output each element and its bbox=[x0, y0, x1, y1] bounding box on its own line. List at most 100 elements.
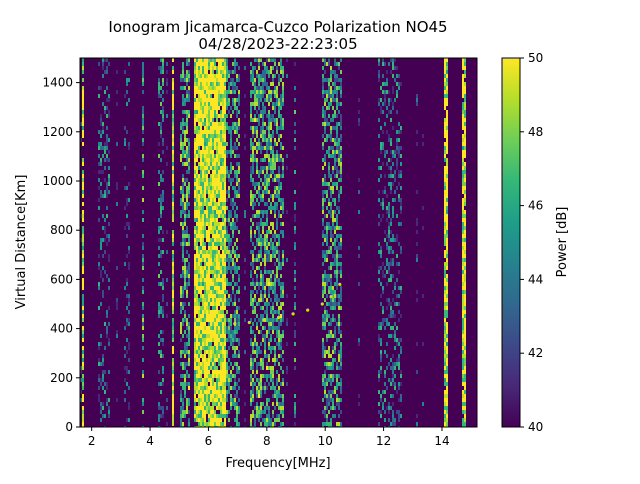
heatmap-cell bbox=[198, 310, 200, 314]
heatmap-cell bbox=[260, 414, 262, 418]
heatmap-cell bbox=[222, 130, 224, 134]
heatmap-cell bbox=[380, 98, 382, 102]
heatmap-cell bbox=[212, 282, 214, 286]
heatmap-cell bbox=[102, 402, 104, 406]
heatmap-cell bbox=[224, 250, 226, 254]
heatmap-cell bbox=[226, 278, 228, 282]
heatmap-cell bbox=[198, 94, 200, 98]
heatmap-cell bbox=[98, 94, 100, 98]
heatmap-cell bbox=[416, 342, 418, 346]
heatmap-cell bbox=[82, 306, 84, 310]
heatmap-cell bbox=[228, 86, 230, 90]
heatmap-cell bbox=[220, 206, 222, 210]
heatmap-cell bbox=[142, 158, 144, 162]
heatmap-cell bbox=[188, 242, 190, 246]
heatmap-cell bbox=[124, 94, 126, 98]
heatmap-cell bbox=[196, 306, 198, 310]
heatmap-cell bbox=[224, 334, 226, 338]
heatmap-cell bbox=[220, 122, 222, 126]
heatmap-cell bbox=[326, 106, 328, 110]
heatmap-cell bbox=[384, 274, 386, 278]
heatmap-cell bbox=[82, 398, 84, 402]
heatmap-cell bbox=[274, 186, 276, 190]
heatmap-cell bbox=[206, 58, 208, 62]
heatmap-cell bbox=[340, 122, 342, 126]
heatmap-cell bbox=[338, 150, 340, 154]
heatmap-cell bbox=[338, 330, 340, 334]
heatmap-cell bbox=[400, 146, 402, 150]
heatmap-cell bbox=[236, 86, 238, 90]
heatmap-cell bbox=[212, 410, 214, 414]
heatmap-cell bbox=[128, 370, 130, 374]
heatmap-cell bbox=[444, 318, 446, 322]
heatmap-cell bbox=[128, 262, 130, 266]
heatmap-cell bbox=[280, 302, 282, 306]
heatmap-cell bbox=[182, 334, 184, 338]
heatmap-cell bbox=[322, 74, 324, 78]
heatmap-cell bbox=[182, 398, 184, 402]
heatmap-cell bbox=[338, 142, 340, 146]
heatmap-cell bbox=[230, 90, 232, 94]
heatmap-cell bbox=[332, 186, 334, 190]
heatmap-cell bbox=[260, 382, 262, 386]
heatmap-cell bbox=[282, 358, 284, 362]
heatmap-cell bbox=[268, 174, 270, 178]
heatmap-cell bbox=[142, 246, 144, 250]
heatmap-cell bbox=[258, 74, 260, 78]
heatmap-cell bbox=[338, 198, 340, 202]
heatmap-cell bbox=[238, 142, 240, 146]
heatmap-cell bbox=[238, 398, 240, 402]
heatmap-cell bbox=[198, 334, 200, 338]
heatmap-cell bbox=[224, 122, 226, 126]
heatmap-cell bbox=[244, 350, 246, 354]
heatmap-cell bbox=[204, 218, 206, 222]
heatmap-cell bbox=[336, 218, 338, 222]
heatmap-cell bbox=[270, 66, 272, 70]
heatmap-cell bbox=[210, 394, 212, 398]
heatmap-cell bbox=[204, 138, 206, 142]
heatmap-cell bbox=[204, 82, 206, 86]
heatmap-cell bbox=[172, 66, 174, 70]
heatmap-cell bbox=[200, 402, 202, 406]
heatmap-cell bbox=[82, 102, 84, 106]
heatmap-cell bbox=[282, 202, 284, 206]
heatmap-cell bbox=[212, 110, 214, 114]
heatmap-cell bbox=[340, 126, 342, 130]
heatmap-cell bbox=[276, 94, 278, 98]
heatmap-cell bbox=[206, 102, 208, 106]
heatmap-cell bbox=[198, 318, 200, 322]
heatmap-cell bbox=[358, 110, 360, 114]
heatmap-cell bbox=[464, 310, 466, 314]
heatmap-cell bbox=[186, 214, 188, 218]
heatmap-cell bbox=[182, 422, 184, 426]
heatmap-cell bbox=[226, 170, 228, 174]
heatmap-cell bbox=[216, 314, 218, 318]
heatmap-cell bbox=[184, 282, 186, 286]
heatmap-cell bbox=[224, 146, 226, 150]
heatmap-cell bbox=[220, 182, 222, 186]
heatmap-cell bbox=[322, 234, 324, 238]
heatmap-cell bbox=[172, 290, 174, 294]
heatmap-cell bbox=[82, 246, 84, 250]
heatmap-cell bbox=[160, 70, 162, 74]
heatmap-cell bbox=[194, 386, 196, 390]
heatmap-cell bbox=[234, 386, 236, 390]
heatmap-cell bbox=[224, 170, 226, 174]
heatmap-cell bbox=[388, 270, 390, 274]
heatmap-cell bbox=[394, 338, 396, 342]
heatmap-cell bbox=[218, 346, 220, 350]
heatmap-cell bbox=[396, 82, 398, 86]
heatmap-cell bbox=[386, 366, 388, 370]
heatmap-cell bbox=[234, 222, 236, 226]
heatmap-cell bbox=[200, 266, 202, 270]
heatmap-cell bbox=[180, 338, 182, 342]
heatmap-cell bbox=[332, 154, 334, 158]
heatmap-cell bbox=[142, 118, 144, 122]
heatmap-cell bbox=[446, 122, 448, 126]
heatmap-cell bbox=[196, 270, 198, 274]
heatmap-cell bbox=[194, 410, 196, 414]
heatmap-cell bbox=[326, 118, 328, 122]
heatmap-cell bbox=[444, 242, 446, 246]
heatmap-cell bbox=[210, 342, 212, 346]
heatmap-cell bbox=[238, 290, 240, 294]
